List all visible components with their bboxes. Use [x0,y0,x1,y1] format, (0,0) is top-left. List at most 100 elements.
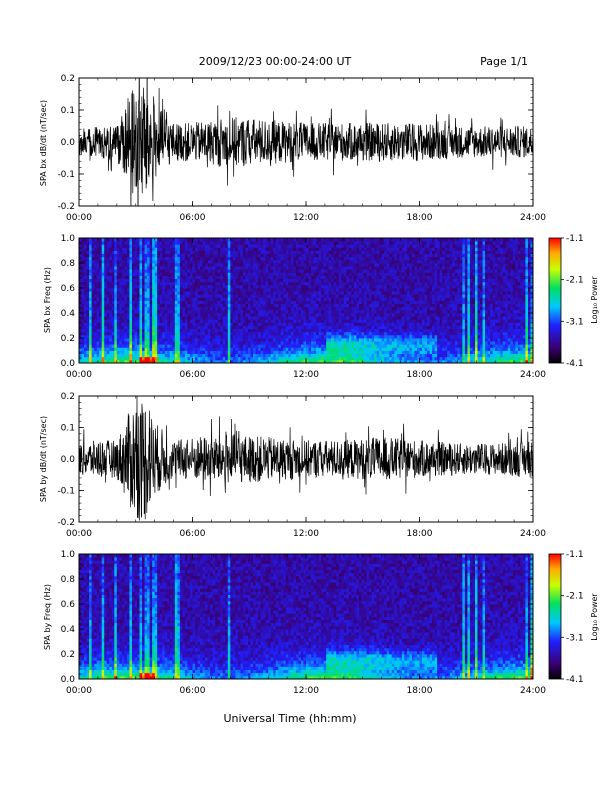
spectrogram-cell [356,269,360,273]
spectrogram-cell [96,322,100,326]
spectrogram-cell [121,259,125,264]
spectrogram-cell [237,244,241,248]
spectrogram-cell [207,313,211,317]
spectrogram-cell [351,303,355,308]
spectrogram-cell [308,284,312,289]
spectrogram-cell [311,313,314,317]
spectrogram-cell [326,297,330,301]
spectrogram-cell [374,313,378,317]
spectrogram-cell [321,338,325,342]
spectrogram-cell [331,344,335,348]
spectrogram-cell [137,359,140,363]
spectrogram-cell [300,291,304,295]
spectrogram-cell [147,256,151,261]
spectrogram-cell [366,300,370,305]
spectrogram-cell [356,275,360,280]
spectrogram-cell [210,275,214,280]
spectrogram-cell [353,297,357,301]
spectrogram-cell [109,350,113,355]
spectrogram-cell [212,303,216,308]
spectrogram-cell [164,278,168,283]
spectrogram-cell [187,306,191,311]
spectrogram-cell [258,294,261,298]
spectrogram-cell [96,338,100,342]
spectrogram-cell [91,278,95,283]
spectrogram-cell [278,247,282,251]
spectrogram-cell [195,325,198,330]
spectrogram-cell [121,300,125,305]
spectrogram-cell [111,297,115,301]
spectrogram-cell [79,259,82,264]
spectrogram-cell [263,263,267,267]
spectrogram-cell [94,319,98,323]
spectrogram-cell [285,256,289,261]
spectrogram-cell [79,284,82,289]
spectrogram-cell [172,331,176,336]
spectrogram-cell [124,253,128,258]
spectrogram-cell [99,297,103,301]
spectrogram-cell [182,338,186,342]
spectrogram-cell [207,319,211,323]
spectrogram-cell [192,238,196,242]
spectrogram-cell [376,253,380,258]
spectrogram-cell [189,284,193,289]
spectrogram-cell [157,353,161,358]
spectrogram-cell [207,300,211,305]
spectrogram-cell [192,344,196,348]
spectrogram-cell [217,356,221,361]
spectrogram-cell [245,272,249,276]
spectrogram-cell [376,313,380,317]
spectrogram-cell [338,259,342,264]
spectrogram-cell [253,331,256,336]
spectrogram-cell [379,300,383,305]
spectrogram-cell [177,334,181,339]
spectrogram-cell [371,303,375,308]
spectrogram-cell [379,241,383,245]
spectrogram-cell [379,313,383,317]
spectrogram-cell [273,294,277,298]
spectrogram-cell [227,338,231,342]
spectrogram-cell [311,338,314,342]
spectrogram-cell [278,341,282,345]
spectrogram-cell [162,256,166,261]
spectrogram-cell [311,244,314,248]
spectrogram-cell [189,247,193,251]
spectrogram-cell [81,241,85,245]
spectrogram-cell [331,309,335,314]
spectrogram-cell [260,356,264,361]
spectrogram-cell [129,300,133,305]
spectrogram-cell [189,322,193,326]
spectrogram-cell [159,250,163,255]
spectrogram-cell [114,338,118,342]
spectrogram-cell [230,272,234,276]
spectrogram-cell [260,266,264,270]
spectrogram-cell [343,284,347,289]
spectrogram-cell [111,269,115,273]
spectrogram-cell [197,331,201,336]
spectrogram-cell [285,288,289,292]
spectrogram-cell [235,269,239,273]
spectrogram-cell [293,306,297,311]
spectrogram-cell [144,316,148,320]
spectrogram-cell [144,278,148,283]
spectrogram-cell [348,338,352,342]
spectrogram-cell [374,359,378,363]
spectrogram-cell [300,275,304,280]
spectrogram-cell [300,300,304,305]
spectrogram-cell [298,309,302,314]
spectrogram-cell [326,313,330,317]
spectrogram-cell [222,356,226,361]
spectrogram-cell [91,353,95,358]
spectrogram-cell [142,266,145,270]
spectrogram-cell [174,328,178,333]
spectrogram-cell [147,325,151,330]
spectrogram-cell [232,353,236,358]
spectrogram-cell [144,331,148,336]
spectrogram-cell [280,309,284,314]
spectrogram-cell [174,350,178,355]
spectrogram-cell [250,275,254,280]
spectrogram-cell [374,300,378,305]
spectrogram-cell [222,244,226,248]
spectrogram-cell [323,247,327,251]
spectrogram-cell [101,278,105,283]
